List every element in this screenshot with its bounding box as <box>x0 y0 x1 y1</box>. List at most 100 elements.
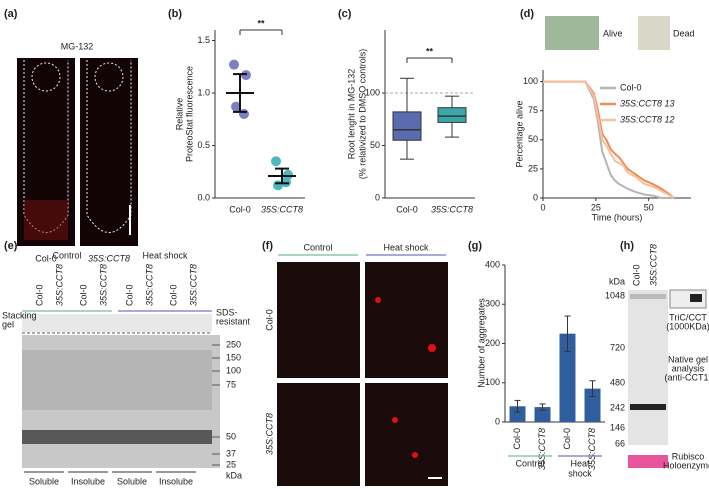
loading-label: Rubisco <box>672 451 705 461</box>
x-tick-label: 35S:CCT8 <box>261 204 303 214</box>
marker-label: 480 <box>610 377 625 387</box>
significance: ** <box>257 18 265 28</box>
band <box>22 430 212 444</box>
panel-label: (d) <box>520 8 534 20</box>
y-axis-label: Root lenght in MG-132 <box>346 69 356 160</box>
fraction-label: Insolube <box>159 476 193 486</box>
y-tick-label: 0 <box>375 192 380 202</box>
micrograph <box>365 262 448 378</box>
analysis-label: analysis <box>672 363 705 373</box>
y-tick-label: 1.0 <box>197 87 210 97</box>
annotation: Alive <box>603 28 623 38</box>
panel-label: (a) <box>4 8 18 20</box>
survival-line <box>543 80 675 199</box>
marker-unit: kDa <box>226 470 242 480</box>
x-tick-label: Col-0 <box>512 428 522 450</box>
band <box>630 404 666 410</box>
x-axis-label: Time (hours) <box>592 212 643 222</box>
marker-label: 1048 <box>605 290 625 300</box>
panel-title: MG-132 <box>61 41 94 51</box>
x-tick-label: 35S:CCT8 <box>537 428 547 470</box>
column-label: Heat shock <box>383 242 429 252</box>
fraction-label: Soluble <box>29 476 59 486</box>
marker-label: 242 <box>610 402 625 412</box>
marker-label: 66 <box>615 438 625 448</box>
bar <box>559 333 576 422</box>
row-label: Col-0 <box>264 309 274 331</box>
y-tick-label: 1.5 <box>197 35 210 45</box>
marker-label: 50 <box>226 431 236 441</box>
lane-label: Col-0 <box>168 284 178 306</box>
lane-label: 35S:CCT8 <box>188 264 198 306</box>
bar <box>509 406 526 422</box>
group-label: Heat shock <box>142 250 188 260</box>
loading-label: Holoenzyme <box>663 460 709 470</box>
marker-label: 720 <box>610 342 625 352</box>
micrograph <box>277 262 360 378</box>
box <box>392 111 422 141</box>
significance: ** <box>426 46 434 56</box>
point <box>241 70 251 81</box>
y-tick-label: 100 <box>485 377 500 387</box>
micrograph <box>80 58 138 246</box>
marker-label: 37 <box>226 448 236 458</box>
box <box>437 107 467 123</box>
sample-label: Col-0 <box>35 253 57 263</box>
panel-label: (b) <box>168 8 182 20</box>
marker-unit: kDa <box>609 276 625 286</box>
x-tick-label: 0 <box>540 202 545 212</box>
point <box>229 59 239 70</box>
sample-label: 35S:CCT8 <box>88 253 130 263</box>
group-label: Heat <box>570 458 590 468</box>
photo <box>545 16 599 50</box>
y-axis-label: ProteoStat fluorescence <box>184 66 194 162</box>
marker-label: 150 <box>226 352 241 362</box>
y-axis-label: Percentage alive <box>514 100 524 167</box>
band <box>630 294 666 299</box>
outline <box>31 62 61 92</box>
legend-label: 35S:CCT8 13 <box>620 98 675 108</box>
y-tick-label: 0.0 <box>197 192 210 202</box>
inset-label: (1000KDa) <box>666 321 709 331</box>
marker-label: 146 <box>610 422 625 432</box>
y-tick-label: 75 <box>528 105 538 115</box>
gel <box>628 290 668 445</box>
lane-label: 35S:CCT8 <box>98 264 108 306</box>
x-tick-label: Col-0 <box>229 204 251 214</box>
gel-label: resistant <box>216 316 251 326</box>
analysis-label: (anti-CCT1) <box>664 372 709 382</box>
point <box>231 101 241 112</box>
x-tick-label: 50 <box>644 202 654 212</box>
band <box>690 294 702 302</box>
photo <box>638 16 670 50</box>
aggregate <box>375 297 381 303</box>
bar <box>534 407 551 422</box>
y-tick-label: 25 <box>528 163 538 173</box>
x-tick-label: 35S:CCT8 <box>587 428 597 470</box>
panel-label: (c) <box>338 8 352 20</box>
lane-label: 35S:CCT8 <box>648 244 658 286</box>
lane-label: 35S:CCT8 <box>54 264 64 306</box>
group-label: shock <box>568 468 592 478</box>
group-label: Control <box>515 458 544 468</box>
gel-label: gel <box>2 319 14 329</box>
group-label: Control <box>52 250 81 260</box>
aggregate <box>412 452 418 458</box>
micrograph <box>277 383 360 486</box>
aggregate <box>392 417 398 423</box>
y-tick-label: 0 <box>495 416 500 426</box>
x-tick-label: 25 <box>591 202 601 212</box>
lane-label: Col-0 <box>34 284 44 306</box>
y-tick-label: 400 <box>485 259 500 269</box>
marker-label: 250 <box>226 339 241 349</box>
signal <box>24 200 68 240</box>
y-tick-label: 200 <box>485 338 500 348</box>
y-axis-label: Number of aggregates <box>476 298 486 388</box>
lane-label: Col-0 <box>78 284 88 306</box>
legend-label: Col-0 <box>620 82 642 92</box>
smear <box>22 350 212 410</box>
lane-label: Col-0 <box>631 264 641 286</box>
legend-label: 35S:CCT8 12 <box>620 114 675 124</box>
fraction-label: Soluble <box>117 476 147 486</box>
outline <box>94 62 124 92</box>
